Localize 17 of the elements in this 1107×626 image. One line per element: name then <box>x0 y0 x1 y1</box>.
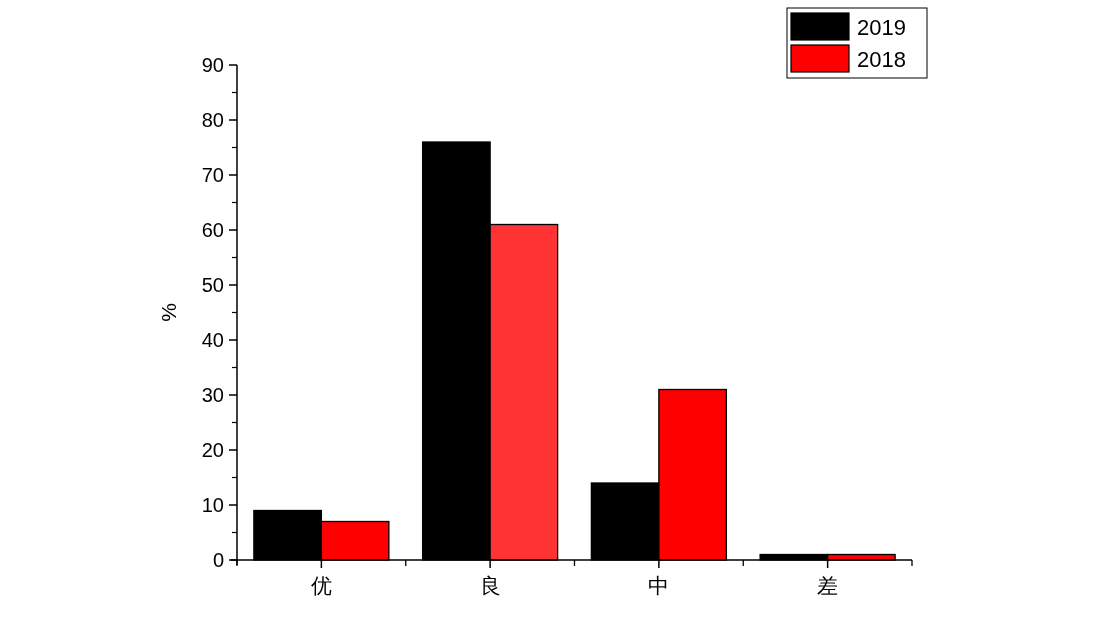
y-tick-label: 50 <box>201 274 224 296</box>
x-tick-label: 良 <box>479 574 501 597</box>
legend-label: 2019 <box>857 15 906 40</box>
x-tick-label: 优 <box>310 574 332 597</box>
x-tick-label: 中 <box>648 574 670 597</box>
y-tick-label: 90 <box>201 54 224 76</box>
y-tick-label: 20 <box>201 439 224 461</box>
y-tick-label: 40 <box>201 329 224 351</box>
y-tick-label: 10 <box>201 494 224 516</box>
y-tick-label: 0 <box>212 549 224 571</box>
y-tick-label: 30 <box>201 384 224 406</box>
x-tick-label: 差 <box>817 574 839 597</box>
y-tick-label: 80 <box>201 109 224 131</box>
y-axis-title: % <box>157 303 180 322</box>
y-tick-label: 70 <box>201 164 224 186</box>
legend-label: 2018 <box>857 47 906 72</box>
y-tick-label: 60 <box>201 219 224 241</box>
